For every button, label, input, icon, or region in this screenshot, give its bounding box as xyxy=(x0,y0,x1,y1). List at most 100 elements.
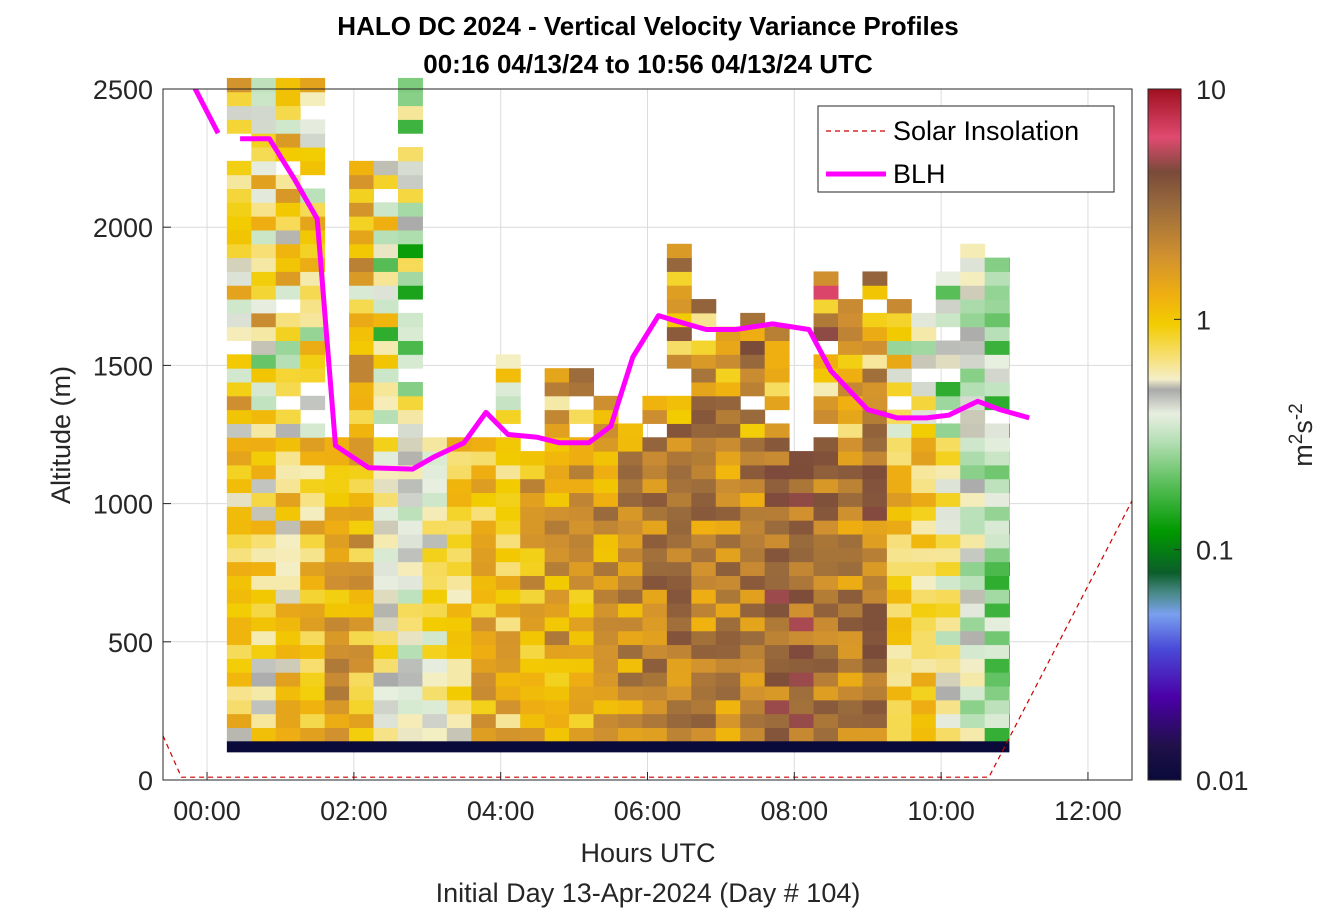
heatmap-cell xyxy=(495,699,521,715)
heatmap-cell xyxy=(764,326,790,342)
heatmap-cell xyxy=(886,547,912,563)
heatmap-cell xyxy=(593,506,619,521)
heatmap-cell xyxy=(251,395,277,411)
heatmap-cell xyxy=(837,644,863,659)
heatmap-cell xyxy=(324,534,350,549)
heatmap-cell xyxy=(495,672,521,687)
heatmap-cell xyxy=(226,326,252,342)
heatmap-cell xyxy=(373,478,399,494)
heatmap-cell xyxy=(935,271,961,286)
heatmap-cell xyxy=(397,312,423,328)
heatmap-cell xyxy=(593,437,619,452)
heatmap-cell xyxy=(349,713,375,728)
heatmap-cell xyxy=(324,727,350,742)
heatmap-cell xyxy=(300,271,326,286)
heatmap-cell xyxy=(813,534,839,549)
heatmap-cell xyxy=(862,326,888,342)
heatmap-cell xyxy=(740,699,766,715)
heatmap-cell xyxy=(984,575,1010,590)
heatmap-cell xyxy=(275,202,301,217)
heatmap-cell xyxy=(495,492,521,507)
heatmap-cell xyxy=(1009,658,1010,673)
heatmap-cell xyxy=(813,616,839,632)
heatmap-cell xyxy=(862,285,888,300)
heatmap-cell xyxy=(300,119,326,134)
heatmap-cell xyxy=(789,658,815,673)
heatmap-cell xyxy=(960,672,986,687)
heatmap-cell xyxy=(520,672,546,687)
heatmap-cell xyxy=(1009,644,1010,659)
heatmap-cell xyxy=(275,243,301,259)
heatmap-cell xyxy=(397,340,423,355)
heatmap-cell xyxy=(544,423,570,438)
heatmap-cell xyxy=(446,451,472,466)
heatmap-cell xyxy=(813,451,839,466)
heatmap-cell xyxy=(740,464,766,480)
heatmap-cell xyxy=(471,478,497,494)
heatmap-cell xyxy=(691,713,717,728)
heatmap-cell xyxy=(960,409,986,424)
heatmap-cell xyxy=(1009,686,1010,701)
heatmap-cell xyxy=(226,174,252,190)
heatmap-cell xyxy=(886,520,912,535)
heatmap-cell xyxy=(324,603,350,618)
heatmap-cell xyxy=(251,423,277,438)
heatmap-cell xyxy=(911,354,937,369)
heatmap-cell xyxy=(593,395,619,411)
heatmap-cell xyxy=(691,464,717,480)
heatmap-cell xyxy=(349,506,375,521)
heatmap-cell xyxy=(691,340,717,355)
heatmap-cell xyxy=(666,727,692,742)
heatmap-cell xyxy=(397,561,423,576)
heatmap-cell xyxy=(495,686,521,701)
heatmap-cell xyxy=(642,561,668,576)
heatmap-cell xyxy=(1009,354,1010,369)
heatmap-cell xyxy=(300,423,326,438)
heatmap-cell xyxy=(373,174,399,190)
heatmap-cell xyxy=(886,423,912,438)
heatmap-cell xyxy=(617,713,643,728)
heatmap-cell xyxy=(544,575,570,590)
heatmap-cell xyxy=(886,699,912,715)
heatmap-cell xyxy=(862,478,888,494)
heatmap-cell xyxy=(886,616,912,632)
heatmap-cell xyxy=(666,423,692,438)
heatmap-cell xyxy=(520,630,546,646)
heatmap-cell xyxy=(617,478,643,494)
heatmap-cell xyxy=(495,464,521,480)
heatmap-cell xyxy=(617,561,643,576)
legend-label-solar: Solar Insolation xyxy=(893,116,1079,146)
heatmap-cell xyxy=(275,630,301,646)
heatmap-cell xyxy=(862,354,888,369)
heatmap-cell xyxy=(935,686,961,701)
heatmap-cell xyxy=(886,630,912,646)
heatmap-cell xyxy=(397,105,423,120)
heatmap-cell xyxy=(789,713,815,728)
heatmap-cell xyxy=(275,188,301,203)
heatmap-cell xyxy=(666,285,692,300)
heatmap-cell xyxy=(984,340,1010,355)
heatmap-cell xyxy=(275,492,301,507)
heatmap-cell xyxy=(1009,713,1010,728)
heatmap-cell xyxy=(715,395,741,411)
heatmap-cell xyxy=(397,423,423,438)
heatmap-cell xyxy=(886,672,912,687)
heatmap-cell xyxy=(544,381,570,397)
heatmap-cell xyxy=(837,686,863,701)
heatmap-cell xyxy=(349,188,375,203)
heatmap-cell xyxy=(691,699,717,715)
heatmap-cell xyxy=(886,381,912,397)
heatmap-cell xyxy=(886,575,912,590)
heatmap-cell xyxy=(275,575,301,590)
heatmap-cell xyxy=(226,534,252,549)
heatmap-cell xyxy=(862,630,888,646)
heatmap-cell xyxy=(715,644,741,659)
heatmap-cell xyxy=(544,699,570,715)
heatmap-cell xyxy=(446,727,472,742)
heatmap-cell xyxy=(397,547,423,563)
heatmap-cell xyxy=(617,464,643,480)
heatmap-cell xyxy=(642,478,668,494)
heatmap-cell xyxy=(544,368,570,383)
heatmap-cell xyxy=(715,409,741,424)
heatmap-cell xyxy=(935,561,961,576)
